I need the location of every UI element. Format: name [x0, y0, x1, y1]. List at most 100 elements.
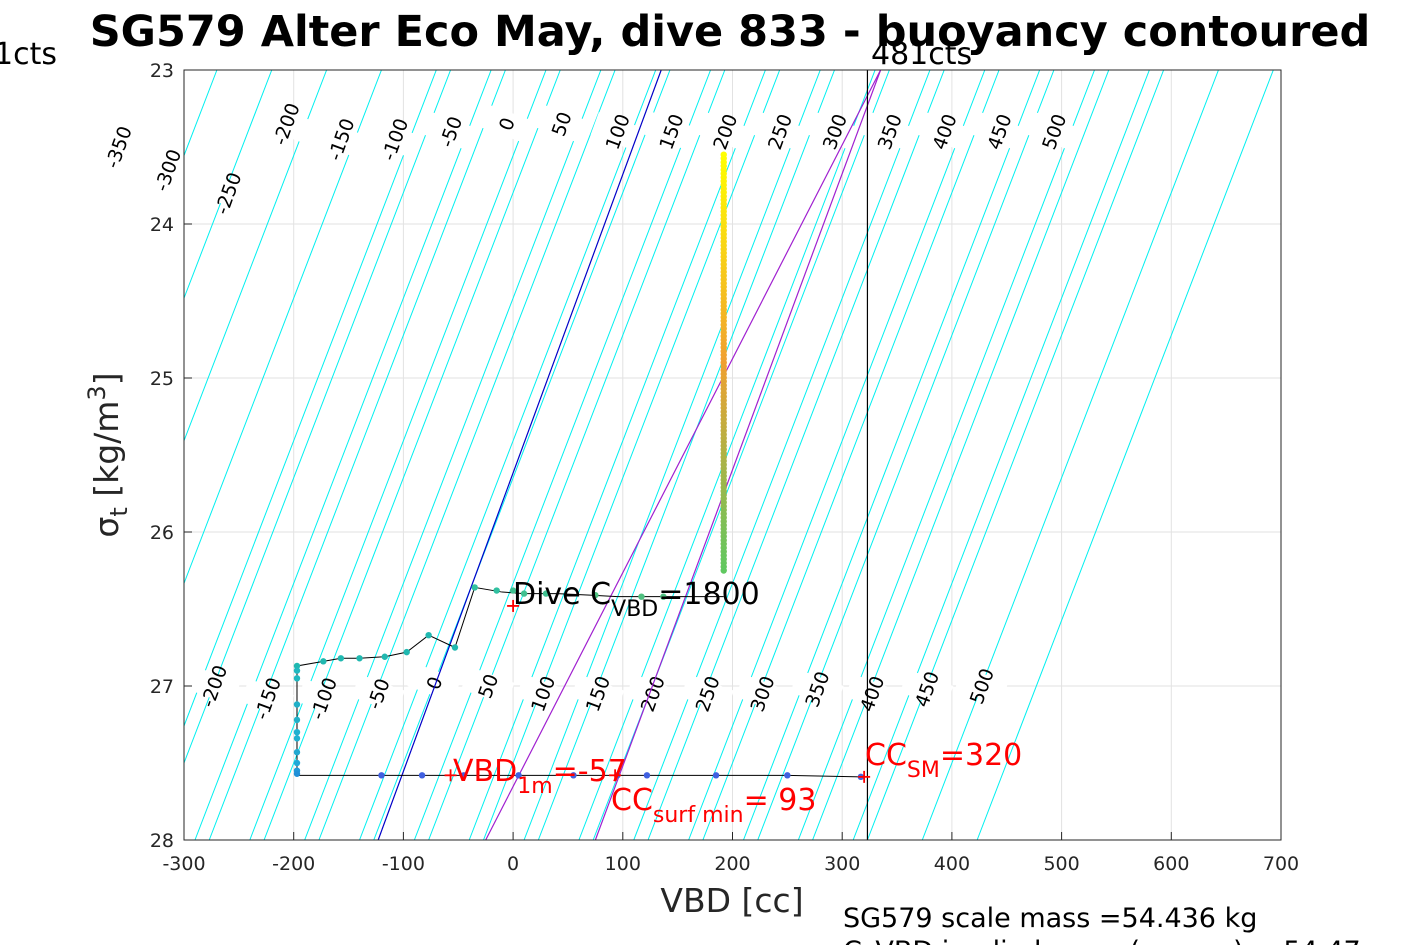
- trace-point: [293, 759, 301, 767]
- trace-point: [660, 593, 667, 600]
- trace-point: [712, 772, 720, 779]
- y-tick-label: 23: [150, 60, 174, 82]
- y-label-sub: t: [105, 507, 133, 516]
- contour-line-lower: [428, 70, 726, 840]
- x-tick-label: -100: [382, 853, 425, 875]
- contour-line-upper: [688, 70, 986, 840]
- contour-line-upper: [852, 70, 1150, 840]
- y-label-unit: [kg/m: [87, 401, 126, 497]
- contour-label-bg: [807, 112, 862, 152]
- contour-label-bg: [862, 112, 917, 152]
- y-axis-ticks: 23 24 25 26 27 28: [150, 60, 192, 852]
- trace-point: [293, 729, 301, 736]
- y-label-symbol: σ: [87, 517, 126, 538]
- trace-point: [293, 701, 301, 708]
- trace-point: [493, 587, 500, 594]
- contour-label-bg: [680, 674, 734, 714]
- contour-line-lower: [921, 70, 1219, 840]
- contour-line-lower: [208, 70, 506, 840]
- cts-label-left: 1cts: [0, 37, 57, 72]
- x-axis-label: VBD [cc]: [660, 881, 803, 920]
- contour-line-lower: [483, 70, 781, 840]
- y-tick-label: 26: [150, 522, 174, 544]
- contour-line-upper: [578, 70, 876, 840]
- contour-label-bg: [479, 104, 534, 144]
- trace-point: [570, 772, 577, 779]
- y-label-sup: 3: [83, 385, 111, 400]
- contour-label-bg: [845, 674, 899, 714]
- contour-label-bg: [140, 150, 195, 190]
- x-tick-label: 100: [605, 853, 641, 875]
- contour-line-lower: [702, 70, 1000, 840]
- trace-point: [293, 667, 301, 674]
- contour-label-bg: [972, 112, 1026, 152]
- reference-lines: [377, 70, 882, 840]
- trace-point: [460, 772, 467, 779]
- trace-point: [381, 653, 388, 660]
- contour-line-lower: [976, 70, 1274, 840]
- contour-line-lower: [757, 70, 1055, 840]
- contour-label-bg: [1027, 112, 1081, 152]
- contour-line-upper: [194, 70, 492, 840]
- x-axis-ticks: -300 -200 -100 0 100 200 300 400 500 600 700: [162, 832, 1299, 875]
- trace-point: [293, 675, 301, 682]
- y-tick-label: 25: [150, 368, 174, 390]
- contour-label-bg: [735, 674, 789, 714]
- contour-line-upper: [249, 70, 547, 840]
- y-label-close: ]: [87, 372, 126, 385]
- red-markers: [444, 599, 871, 783]
- contour-line-lower: [812, 70, 1110, 840]
- vbd-1m-annotation: VBD1m=-57: [453, 754, 627, 799]
- x-tick-label: 200: [714, 853, 750, 875]
- data-points: [293, 151, 865, 781]
- y-axis-label: σt [kg/m3]: [83, 372, 133, 537]
- trace-point: [784, 772, 791, 779]
- trace-point: [515, 772, 522, 779]
- contour-line-upper: [797, 70, 1095, 840]
- contour-label-bg: [367, 119, 422, 159]
- chart-title: SG579 Alter Eco May, dive 833 - buoyancy…: [90, 7, 1371, 57]
- trace-point: [293, 716, 301, 724]
- contour-line-upper: [0, 70, 162, 840]
- x-tick-label: 600: [1153, 853, 1189, 875]
- contour-label-bg: [590, 112, 644, 152]
- contour-line-upper: [304, 70, 602, 840]
- contour-label-bg: [917, 112, 971, 152]
- y-tick-label: 24: [150, 214, 174, 236]
- x-tick-label: -200: [272, 853, 315, 875]
- x-tick-label: 500: [1043, 853, 1079, 875]
- contour-line-upper: [184, 70, 382, 585]
- contour-label-bg: [407, 663, 461, 703]
- trace-point: [643, 772, 651, 779]
- trace-point: [471, 584, 478, 591]
- trace-point: [425, 631, 432, 639]
- contour-label-bg: [570, 674, 625, 714]
- trace-point: [509, 587, 517, 594]
- x-tick-label: -300: [162, 853, 205, 875]
- trace-point: [592, 591, 599, 599]
- contour-label-bg: [954, 666, 1009, 706]
- contour-label-bg: [91, 127, 145, 167]
- contour-line-upper: [468, 70, 766, 840]
- trace-point: [542, 590, 550, 597]
- zero-buoyancy-line: [377, 70, 662, 840]
- contour-line-upper: [743, 70, 1041, 840]
- contour-label-bg: [201, 173, 255, 213]
- contour-label-bg: [644, 112, 698, 152]
- contour-label-bg: [625, 674, 680, 714]
- y-tick-label: 28: [150, 830, 174, 852]
- contour-lines: [0, 70, 1274, 840]
- purple-reference-line: [485, 70, 882, 840]
- cts-label-right: 481cts: [871, 37, 972, 72]
- x-tick-label: 700: [1263, 853, 1299, 875]
- y-tick-label: 27: [150, 676, 174, 698]
- trace-point: [520, 590, 528, 597]
- footnote-scale-mass: SG579 scale mass =54.436 kg: [843, 903, 1257, 934]
- trace-point: [293, 735, 301, 742]
- contour-label-bg: [753, 112, 807, 152]
- contour-line-lower: [647, 70, 945, 840]
- trace-point: [337, 655, 345, 662]
- contour-label-bg: [461, 666, 515, 706]
- contour-label-bg: [698, 112, 752, 152]
